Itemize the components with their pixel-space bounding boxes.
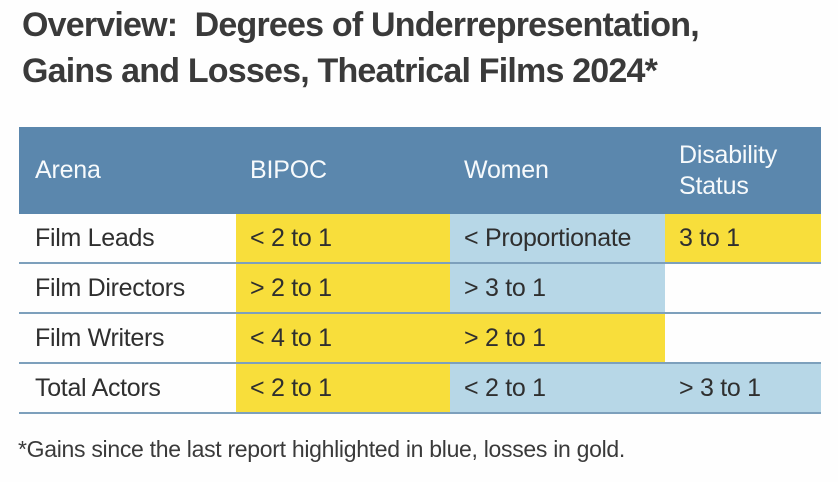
cell-women: > 3 to 1 (450, 264, 665, 312)
overview-table: Arena BIPOC Women Disability Status Film… (19, 127, 821, 414)
cell-bipoc: < 2 to 1 (236, 214, 450, 262)
cell-disability-status (665, 314, 821, 362)
table-row-film-directors: Film Directors > 2 to 1 > 3 to 1 (19, 264, 821, 314)
cell-women: < 2 to 1 (450, 364, 665, 412)
cell-disability-status: 3 to 1 (665, 214, 821, 262)
cell-women: > 2 to 1 (450, 314, 665, 362)
table-row-total-actors: Total Actors < 2 to 1 < 2 to 1 > 3 to 1 (19, 364, 821, 414)
page-title-line-2: Gains and Losses, Theatrical Films 2024* (22, 52, 658, 90)
table-row-film-leads: Film Leads < 2 to 1 < Proportionate 3 to… (19, 214, 821, 264)
footnote: *Gains since the last report highlighted… (18, 436, 625, 462)
table-row-film-writers: Film Writers < 4 to 1 > 2 to 1 (19, 314, 821, 364)
cell-disability-status (665, 264, 821, 312)
column-header-arena: Arena (35, 156, 101, 184)
cell-bipoc: < 2 to 1 (236, 364, 450, 412)
column-header-disability-status: Disability Status (679, 140, 778, 200)
column-header-women: Women (464, 156, 549, 184)
cell-bipoc: < 4 to 1 (236, 314, 450, 362)
row-label: Film Writers (35, 323, 165, 352)
cell-bipoc: > 2 to 1 (236, 264, 450, 312)
page-title-line-1: Overview: Degrees of Underrepresentation… (22, 6, 700, 44)
cell-women: < Proportionate (450, 214, 665, 262)
page-title: Overview: Degrees of Underrepresentation… (22, 2, 838, 94)
row-label: Film Directors (35, 273, 185, 302)
cell-disability-status: > 3 to 1 (665, 364, 821, 412)
row-label: Film Leads (35, 223, 155, 252)
column-header-bipoc: BIPOC (250, 156, 327, 184)
row-label: Total Actors (35, 373, 161, 402)
table-header-row: Arena BIPOC Women Disability Status (19, 127, 821, 214)
